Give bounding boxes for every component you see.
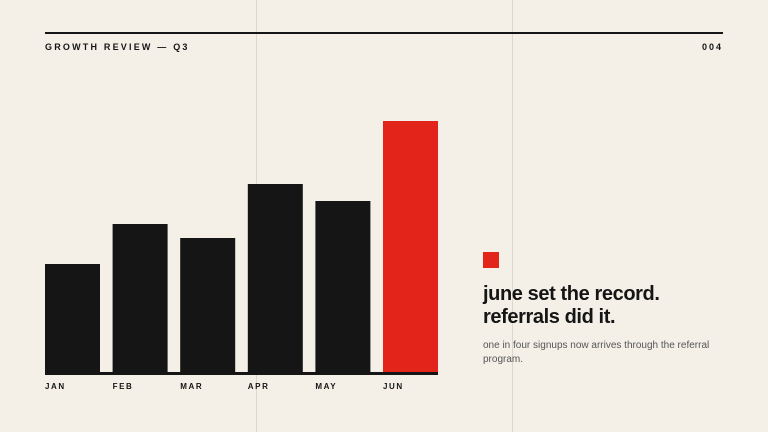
headline: june set the record. referrals did it. [483, 283, 660, 329]
bar [315, 201, 371, 373]
x-tick-label: MAY [315, 382, 337, 391]
body-text: one in four signups now arrives through … [483, 340, 710, 365]
header-title: GROWTH REVIEW — Q3 [45, 42, 190, 52]
x-tick-label: JUN [383, 382, 404, 391]
accent-square [483, 252, 499, 268]
bar [180, 238, 236, 373]
page-number: 004 [701, 42, 723, 52]
bar [112, 224, 168, 373]
x-tick-label: FEB [113, 382, 134, 391]
bar [383, 121, 438, 373]
headline-line: referrals did it. [483, 306, 616, 328]
x-tick-label: APR [248, 382, 270, 391]
headline-line: june set the record. [483, 283, 660, 305]
bar [45, 264, 100, 373]
x-tick-label: JAN [45, 382, 66, 391]
x-tick-label: MAR [180, 382, 203, 391]
bar [247, 184, 303, 373]
